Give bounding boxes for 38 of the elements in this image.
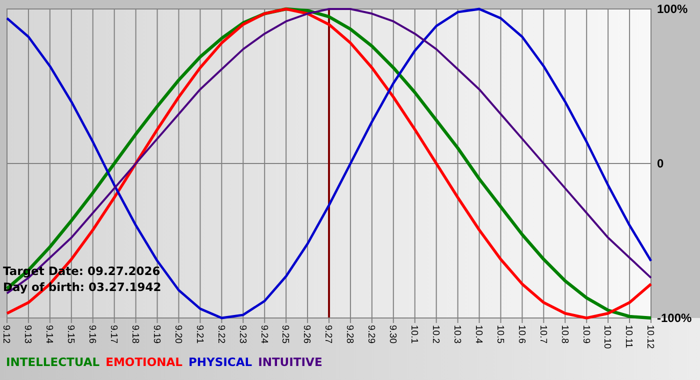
y-tick-label: -100% [657,310,692,325]
x-tick-label: 10.6 [516,325,527,344]
x-tick-label: 10.10 [602,325,613,349]
x-tick-label: 9.26 [301,325,312,344]
x-tick-label: 9.22 [215,325,226,344]
x-tick-label: 10.12 [644,325,656,349]
x-tick-label: 10.5 [494,325,506,344]
text: INTELLECTUAL [6,355,100,369]
x-tick-label: 9.27 [322,325,334,344]
text: PHYSICAL [188,355,253,369]
x-tick-label: 10.9 [580,325,592,344]
x-tick-label: 9.13 [22,325,34,344]
x-tick-label: 10.1 [408,325,420,344]
x-tick-label: 9.17 [108,325,120,344]
x-tick-label: 9.21 [194,325,205,344]
x-tick-label: 9.12 [0,325,12,344]
x-tick-label: 9.15 [65,325,76,344]
text: EMOTIONAL [106,355,184,369]
x-tick-label: 10.7 [537,325,548,344]
x-tick-label: 9.18 [129,325,140,344]
x-tick-label: 10.11 [623,325,634,348]
x-tick-label: 9.24 [258,325,270,344]
x-tick-label: 9.23 [236,325,248,344]
x-tick-label: 9.25 [280,325,291,344]
x-tick-label: 9.14 [44,325,55,344]
x-tick-label: 10.3 [451,325,462,344]
x-tick-label: 9.20 [172,325,184,344]
text: INTUITIVE [258,355,322,369]
x-tick-label: 10.4 [472,325,484,344]
x-tick-label: 9.19 [150,325,162,344]
x-tick-label: 9.28 [344,325,356,344]
x-tick-label: 9.16 [86,325,98,344]
x-tick-label: 9.30 [387,325,398,344]
x-tick-label: 9.29 [366,325,377,344]
x-tick-label: 10.2 [430,325,442,344]
x-tick-label: 10.8 [558,325,570,344]
y-tick-label: 100% [657,2,688,16]
y-tick-label: 0 [657,156,664,170]
